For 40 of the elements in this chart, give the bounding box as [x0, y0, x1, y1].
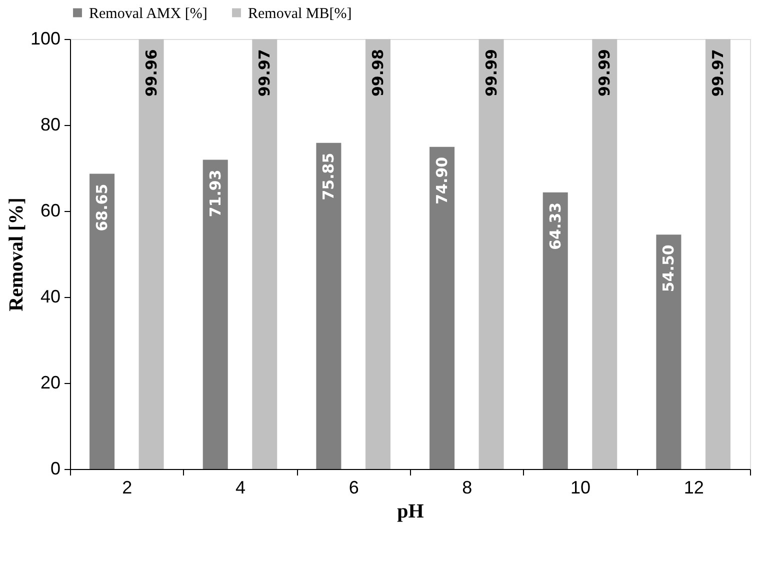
data-label: 64.33: [546, 202, 564, 250]
y-tick-label: 100: [30, 28, 60, 48]
y-tick-label: 20: [40, 372, 60, 392]
bar: [542, 192, 568, 469]
data-label: 99.99: [596, 49, 614, 96]
bar: [592, 39, 618, 469]
data-label: 99.98: [368, 49, 387, 97]
y-tick-label: 40: [40, 286, 60, 306]
bar: [138, 39, 164, 469]
x-tick-label: 10: [570, 478, 591, 498]
y-tick-label: 60: [40, 200, 60, 220]
data-label: 71.93: [206, 170, 224, 218]
data-label: 99.97: [708, 49, 727, 97]
x-tick-label: 2: [122, 478, 132, 498]
data-label: 74.90: [433, 156, 452, 204]
x-tick-label: 12: [684, 478, 704, 498]
bar: [656, 234, 682, 469]
data-label: 75.85: [320, 152, 338, 200]
data-label: 99.96: [142, 49, 160, 97]
x-axis-title: pH: [397, 500, 424, 522]
bar: [252, 39, 278, 469]
data-label: 99.97: [256, 49, 274, 97]
y-axis-title: Removal [%]: [5, 198, 28, 312]
bar: [202, 160, 228, 469]
bar: [316, 142, 342, 469]
x-tick-label: 4: [235, 478, 246, 498]
bar: [478, 39, 504, 469]
legend-label: Removal MB[%]: [248, 6, 352, 22]
y-tick-label: 0: [50, 458, 60, 478]
data-label: 68.65: [93, 184, 112, 232]
x-tick-label: 8: [462, 478, 472, 498]
bar: [90, 174, 115, 469]
data-label: 54.50: [660, 244, 678, 292]
bar: [705, 39, 730, 469]
data-label: 99.99: [482, 49, 500, 96]
bar: [365, 39, 390, 469]
bar: [430, 146, 455, 469]
y-tick-label: 80: [40, 114, 60, 134]
legend-label: Removal AMX [%]: [89, 6, 208, 22]
x-tick-label: 6: [348, 478, 359, 498]
